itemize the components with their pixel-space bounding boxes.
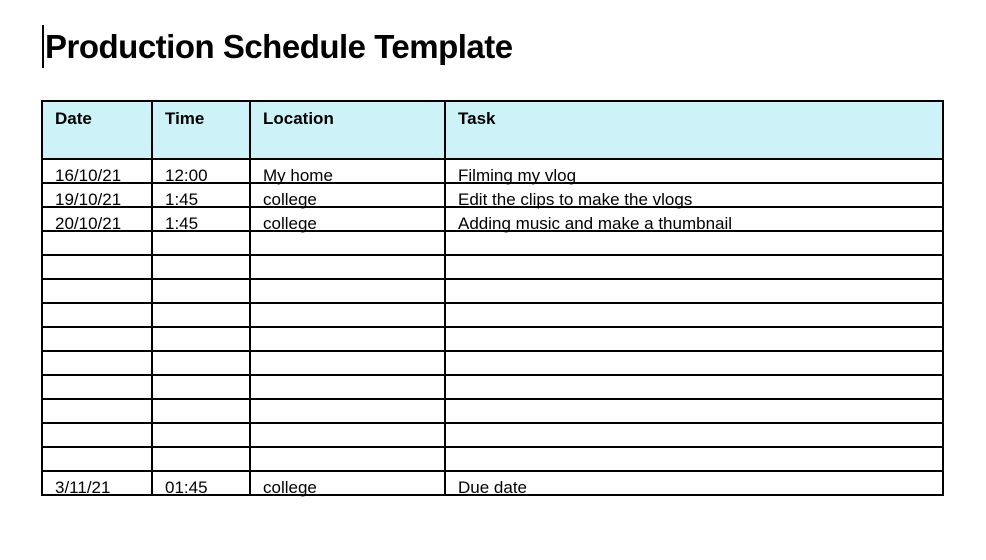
- cell-location[interactable]: [249, 302, 446, 328]
- cell-text: 1:45: [165, 190, 199, 209]
- table-row: 3/11/21 01:45 college Due date: [41, 470, 944, 497]
- cell-task[interactable]: [444, 374, 944, 400]
- cell-time[interactable]: 1:45: [151, 206, 251, 233]
- cell-text: 16/10/21: [55, 166, 122, 185]
- cell-text: Due date: [458, 478, 527, 497]
- cell-time[interactable]: [151, 398, 251, 424]
- cell-date[interactable]: 3/11/21: [41, 470, 153, 497]
- cell-date[interactable]: 16/10/21: [41, 158, 153, 185]
- cell-time[interactable]: [151, 326, 251, 352]
- column-header-time[interactable]: Time: [151, 100, 251, 160]
- cell-text: Adding music and make a thumbnail: [458, 214, 733, 233]
- table-row: 19/10/21 1:45 college Edit the clips to mak…: [41, 182, 944, 209]
- cell-time[interactable]: 1:45: [151, 182, 251, 209]
- cell-text: 01:45: [165, 478, 208, 497]
- cell-date[interactable]: [41, 398, 153, 424]
- cell-text: college: [263, 478, 317, 497]
- cell-task[interactable]: [444, 446, 944, 472]
- cell-task[interactable]: Edit the clips to make the vlogs: [444, 182, 944, 209]
- cell-task[interactable]: [444, 398, 944, 424]
- table-row: [41, 422, 944, 448]
- cell-text: college: [263, 190, 317, 209]
- cell-text: 19/10/21: [55, 190, 122, 209]
- cell-location[interactable]: [249, 398, 446, 424]
- cell-location[interactable]: [249, 374, 446, 400]
- table-row: [41, 230, 944, 256]
- cell-date[interactable]: 20/10/21: [41, 206, 153, 233]
- cell-time[interactable]: 12:00: [151, 158, 251, 185]
- cell-task[interactable]: [444, 350, 944, 376]
- cell-time[interactable]: [151, 230, 251, 256]
- cell-task[interactable]: Due date: [444, 470, 944, 497]
- table-row: [41, 254, 944, 280]
- table-row: [41, 398, 944, 424]
- cell-text: My home: [263, 166, 333, 185]
- cell-location[interactable]: [249, 230, 446, 256]
- cell-location[interactable]: [249, 278, 446, 304]
- cell-date[interactable]: [41, 326, 153, 352]
- table-header-row: Date Time Location Task: [41, 100, 944, 160]
- cell-location[interactable]: college: [249, 206, 446, 233]
- cell-text: 12:00: [165, 166, 208, 185]
- cell-task[interactable]: Filming my vlog: [444, 158, 944, 185]
- cell-date[interactable]: [41, 230, 153, 256]
- page-title[interactable]: Production Schedule Template: [45, 28, 513, 65]
- table-row: [41, 278, 944, 304]
- table-row: [41, 350, 944, 376]
- cell-date[interactable]: [41, 374, 153, 400]
- cell-location[interactable]: college: [249, 182, 446, 209]
- table-row: 16/10/21 12:00 My home Filming my vlog: [41, 158, 944, 185]
- table-body: 16/10/21 12:00 My home Filming my vlog 19/10…: [41, 158, 944, 497]
- cell-time[interactable]: [151, 278, 251, 304]
- cell-time[interactable]: [151, 350, 251, 376]
- table-row: [41, 374, 944, 400]
- cell-time[interactable]: 01:45: [151, 470, 251, 497]
- cell-time[interactable]: [151, 374, 251, 400]
- cell-text: 3/11/21: [55, 478, 111, 497]
- cell-text: Edit the clips to make the vlogs: [458, 190, 693, 209]
- cell-text: college: [263, 214, 317, 233]
- cell-text: 1:45: [165, 214, 199, 233]
- cell-date[interactable]: [41, 446, 153, 472]
- column-header-location[interactable]: Location: [249, 100, 446, 160]
- cell-date[interactable]: [41, 278, 153, 304]
- text-cursor: [42, 25, 44, 68]
- cell-time[interactable]: [151, 302, 251, 328]
- cell-time[interactable]: [151, 446, 251, 472]
- cell-task[interactable]: [444, 302, 944, 328]
- cell-text: Filming my vlog: [458, 166, 577, 185]
- table-row: 20/10/21 1:45 college Adding music and make…: [41, 206, 944, 233]
- cell-task[interactable]: [444, 422, 944, 448]
- cell-task[interactable]: [444, 278, 944, 304]
- cell-location[interactable]: [249, 422, 446, 448]
- cell-location[interactable]: [249, 350, 446, 376]
- cell-location[interactable]: [249, 326, 446, 352]
- cell-text: 20/10/21: [55, 214, 122, 233]
- table-row: [41, 446, 944, 472]
- table-row: [41, 326, 944, 352]
- cell-location[interactable]: [249, 446, 446, 472]
- cell-date[interactable]: [41, 254, 153, 280]
- cell-date[interactable]: [41, 302, 153, 328]
- table-container: Date Time Location Task 16/10/21 12:00 My hom…: [40, 99, 944, 518]
- schedule-table: Date Time Location Task 16/10/21 12:00 My hom…: [41, 100, 944, 497]
- cell-time[interactable]: [151, 254, 251, 280]
- cell-task[interactable]: Adding music and make a thumbnail: [444, 206, 944, 233]
- cell-task[interactable]: [444, 326, 944, 352]
- cell-time[interactable]: [151, 422, 251, 448]
- table-row: [41, 302, 944, 328]
- cell-location[interactable]: [249, 254, 446, 280]
- column-header-task[interactable]: Task: [444, 100, 944, 160]
- cell-location[interactable]: college: [249, 470, 446, 497]
- cell-date[interactable]: [41, 422, 153, 448]
- column-header-date[interactable]: Date: [41, 100, 153, 160]
- cell-task[interactable]: [444, 230, 944, 256]
- cell-date[interactable]: [41, 350, 153, 376]
- cell-location[interactable]: My home: [249, 158, 446, 185]
- cell-task[interactable]: [444, 254, 944, 280]
- cell-date[interactable]: 19/10/21: [41, 182, 153, 209]
